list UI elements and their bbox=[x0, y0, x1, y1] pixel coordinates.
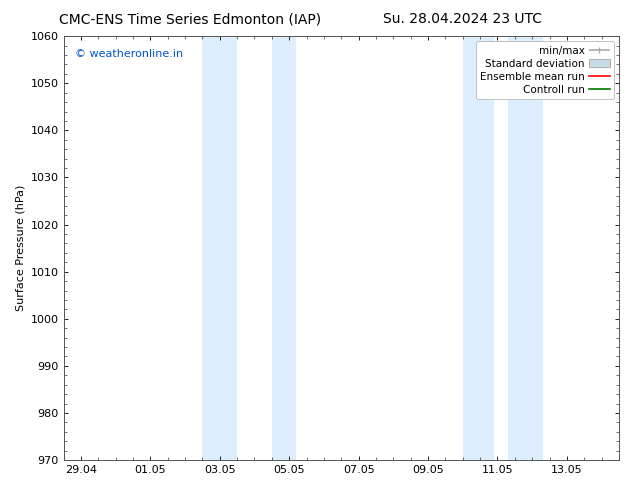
Text: Su. 28.04.2024 23 UTC: Su. 28.04.2024 23 UTC bbox=[384, 12, 542, 26]
Bar bbox=[508, 36, 543, 460]
Bar bbox=[463, 36, 494, 460]
Legend: min/max, Standard deviation, Ensemble mean run, Controll run: min/max, Standard deviation, Ensemble me… bbox=[476, 41, 614, 99]
Y-axis label: Surface Pressure (hPa): Surface Pressure (hPa) bbox=[15, 185, 25, 311]
Text: © weatheronline.in: © weatheronline.in bbox=[75, 49, 183, 59]
Bar bbox=[202, 36, 237, 460]
Bar bbox=[272, 36, 296, 460]
Text: CMC-ENS Time Series Edmonton (IAP): CMC-ENS Time Series Edmonton (IAP) bbox=[59, 12, 321, 26]
